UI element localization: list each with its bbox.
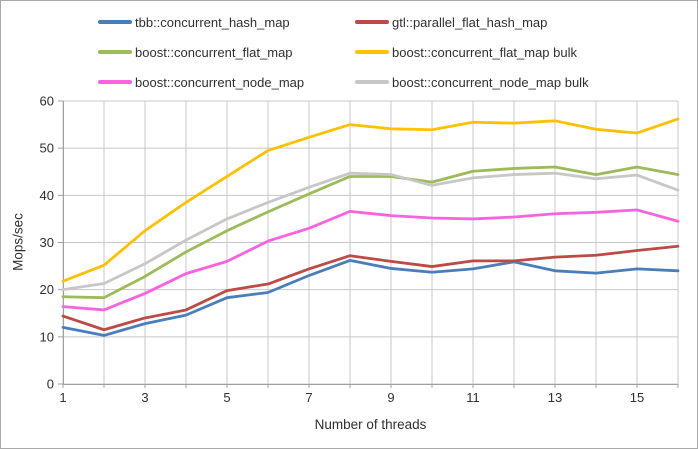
y-tick-label: 40 (40, 188, 54, 203)
x-tick-label: 9 (387, 390, 394, 405)
series-line-2 (61, 165, 680, 300)
legend-swatch (98, 50, 132, 54)
legend-label: boost::concurrent_node_map bulk (392, 74, 589, 90)
legend-item-5: boost::concurrent_node_map bulk (355, 72, 589, 92)
series-line-5 (61, 171, 680, 292)
legend-label: gtl::parallel_flat_hash_map (392, 14, 548, 30)
legend-label: boost::concurrent_flat_map (135, 44, 293, 60)
series-line-1 (61, 244, 680, 332)
series-line-0 (61, 259, 680, 337)
legend-item-3: boost::concurrent_flat_map bulk (355, 42, 589, 62)
x-tick-label: 13 (548, 390, 562, 405)
x-tick-label: 5 (223, 390, 230, 405)
y-tick-label: 30 (40, 235, 54, 250)
y-tick-label: 0 (47, 377, 54, 392)
x-tick-label: 15 (630, 390, 644, 405)
x-tick-label: 7 (305, 390, 312, 405)
x-axis-title: Number of threads (314, 417, 427, 432)
series-line-4 (61, 208, 680, 312)
legend-item-1: gtl::parallel_flat_hash_map (355, 12, 589, 32)
x-tick-label: 3 (141, 390, 148, 405)
series-line-3 (61, 117, 680, 283)
legend-label: boost::concurrent_node_map (135, 74, 305, 90)
x-tick-label: 11 (466, 390, 480, 405)
legend-label: tbb::concurrent_hash_map (135, 14, 290, 30)
x-tick-label: 1 (59, 390, 66, 405)
y-tick-label: 20 (40, 282, 54, 297)
legend-swatch (98, 20, 132, 24)
y-axis-title: Mops/sec (10, 213, 26, 271)
legend-swatch (98, 80, 132, 84)
legend-item-0: tbb::concurrent_hash_map (98, 12, 355, 32)
legend-item-2: boost::concurrent_flat_map (98, 42, 355, 62)
legend-label: boost::concurrent_flat_map bulk (392, 44, 577, 60)
legend-item-4: boost::concurrent_node_map (98, 72, 355, 92)
legend-swatch (355, 80, 389, 84)
chart-legend: tbb::concurrent_hash_map gtl::parallel_fl… (98, 12, 589, 92)
y-tick-label: 60 (40, 94, 54, 109)
legend-swatch (355, 50, 389, 54)
y-tick-label: 10 (40, 329, 54, 344)
legend-swatch (355, 20, 389, 24)
y-tick-label: 50 (40, 141, 54, 156)
